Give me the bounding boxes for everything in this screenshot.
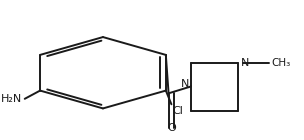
Text: N: N	[181, 79, 189, 89]
Text: CH₃: CH₃	[271, 58, 291, 68]
Text: O: O	[167, 123, 176, 133]
Text: Cl: Cl	[173, 106, 184, 116]
Text: H₂N: H₂N	[1, 94, 22, 104]
Text: N: N	[241, 58, 250, 68]
